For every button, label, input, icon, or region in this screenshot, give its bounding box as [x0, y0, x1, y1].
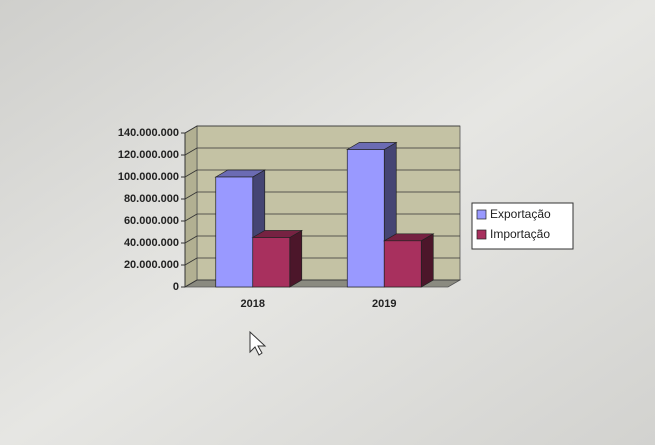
- grid-line: [184, 257, 198, 266]
- mouse-cursor: [249, 330, 267, 356]
- legend-swatch: [476, 229, 487, 240]
- bar: [215, 176, 254, 288]
- y-tick-label: 120.000.000: [118, 149, 179, 161]
- y-tick-label: 140.000.000: [118, 127, 179, 139]
- bar-side: [289, 229, 303, 288]
- legend-label: Exportação: [490, 207, 551, 221]
- side-wall: [184, 125, 198, 288]
- grid-line: [184, 191, 198, 200]
- x-tick-label: 2018: [241, 298, 265, 310]
- grid-line: [184, 147, 198, 156]
- y-tick-label: 80.000.000: [124, 193, 179, 205]
- grid-line: [184, 125, 198, 134]
- bar: [252, 237, 291, 288]
- bar: [383, 240, 422, 288]
- y-tick-label: 100.000.000: [118, 171, 179, 183]
- grid-line: [184, 279, 198, 288]
- grid-line: [184, 169, 198, 178]
- legend-label: Importação: [490, 227, 550, 241]
- bar-side: [420, 233, 434, 288]
- grid-line: [184, 235, 198, 244]
- y-tick-label: 40.000.000: [124, 237, 179, 249]
- legend-swatch: [476, 209, 487, 220]
- y-tick-label: 60.000.000: [124, 215, 179, 227]
- legend-box: [471, 202, 574, 250]
- y-tick-label: 0: [173, 281, 179, 293]
- x-tick-label: 2019: [372, 298, 396, 310]
- y-tick-label: 20.000.000: [124, 259, 179, 271]
- grid-line: [184, 213, 198, 222]
- bar: [346, 149, 385, 288]
